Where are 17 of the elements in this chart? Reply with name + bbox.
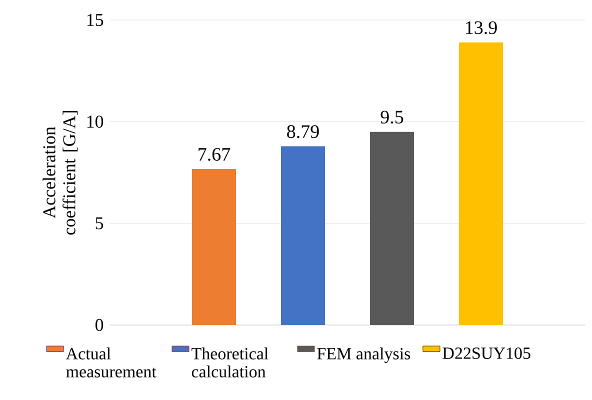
legend-label: Theoretical calculation	[192, 348, 268, 378]
y-tick-label: 0	[95, 318, 104, 332]
legend-label: Actual measurement	[66, 348, 156, 378]
data-label: 7.67	[198, 148, 230, 161]
legend-label: FEM analysis	[317, 348, 410, 363]
data-label: 9.5	[380, 110, 404, 124]
data-label: 8.79	[287, 125, 319, 138]
y-tick-label: 15	[87, 14, 104, 26]
bar	[458, 42, 503, 325]
legend-label: D22SUY105	[442, 347, 530, 359]
data-label: 13.9	[466, 21, 497, 34]
y-tick-label: 5	[96, 217, 104, 230]
bar	[192, 169, 236, 325]
bar	[281, 146, 325, 325]
bar	[370, 132, 414, 325]
y-tick-label: 10	[87, 116, 104, 128]
y-axis-title: Acceleration coefficient [G/A]	[42, 111, 78, 235]
